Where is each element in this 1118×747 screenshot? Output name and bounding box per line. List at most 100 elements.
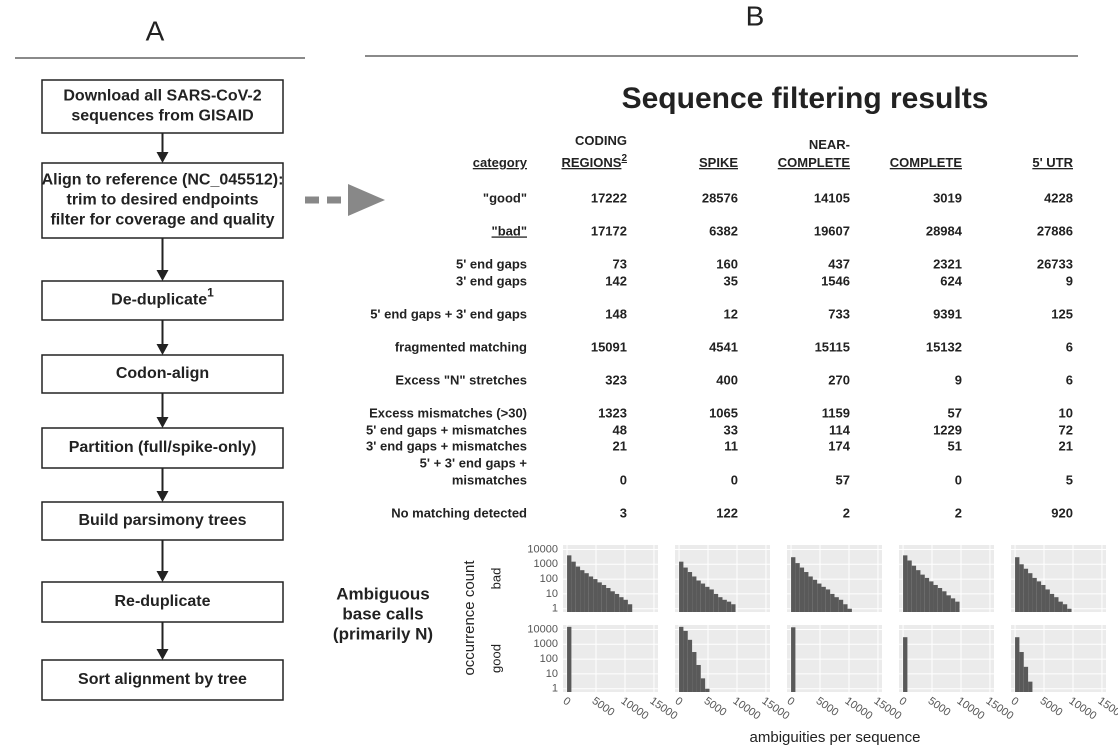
- column-header-line: NEAR-: [809, 137, 850, 152]
- histogram-bar: [907, 560, 912, 612]
- cell-value: 14105: [814, 190, 850, 205]
- histogram-bar: [692, 576, 697, 612]
- y-tick-label: 1: [552, 683, 558, 695]
- cell-value: 10: [1059, 405, 1073, 420]
- cell-value: 21: [613, 438, 627, 453]
- histogram-bar: [580, 570, 585, 612]
- row-label: 5' end gaps: [456, 256, 527, 271]
- cell-value: 3019: [933, 190, 962, 205]
- cell-value: 437: [828, 256, 850, 271]
- histogram-bar: [843, 604, 848, 612]
- step-text: Sort alignment by tree: [78, 671, 247, 688]
- histogram-bar: [808, 576, 813, 612]
- x-tick-label: 15000: [984, 695, 1016, 722]
- histogram-bar: [1019, 652, 1024, 692]
- cell-value: 2321: [933, 256, 962, 271]
- histogram-bar: [700, 678, 706, 692]
- histogram-bar: [817, 583, 822, 612]
- histogram-bar: [679, 626, 684, 692]
- histogram-bar: [709, 589, 714, 612]
- histogram-bar: [1015, 637, 1020, 692]
- column-header: category: [473, 155, 528, 170]
- histogram-bar: [1049, 593, 1055, 612]
- histogram-bar: [718, 597, 723, 612]
- column-header-line: COMPLETE: [890, 155, 963, 170]
- histogram-bar: [1015, 557, 1020, 612]
- step-text-line: Download all SARS-CoV-2: [63, 88, 261, 105]
- step-text-line: Codon-align: [116, 365, 209, 382]
- step-text-line: Partition (full/spike-only): [69, 439, 257, 456]
- arrow-head: [156, 270, 169, 281]
- histogram-bar: [567, 626, 572, 692]
- histogram-bar: [696, 580, 701, 612]
- histogram-bar: [1028, 573, 1033, 612]
- panel-label: A: [146, 15, 165, 46]
- cell-value: 4228: [1044, 190, 1073, 205]
- row-label: mismatches: [452, 472, 527, 487]
- column-header: CODING: [575, 133, 627, 148]
- panel-background: [563, 625, 658, 692]
- histogram-bar: [687, 572, 693, 612]
- cell-value: 51: [948, 438, 962, 453]
- arrow-head: [348, 184, 385, 216]
- cell-value: 0: [955, 472, 962, 487]
- histogram-bar: [1036, 581, 1042, 612]
- step-text: trim to desired endpoints: [66, 192, 258, 209]
- cell-value: 15115: [815, 339, 850, 354]
- cell-value: 27886: [1037, 223, 1073, 238]
- hist-title: Ambiguous: [336, 584, 430, 603]
- y-tick-label: 1000: [534, 638, 558, 650]
- row-label: "good": [483, 190, 527, 205]
- cell-value: 48: [613, 422, 627, 437]
- histogram-bar: [1032, 577, 1037, 612]
- row-label: fragmented matching: [395, 339, 527, 354]
- step-text: De-duplicate1: [111, 286, 214, 309]
- facet-label: bad: [488, 568, 503, 590]
- cell-value: 270: [828, 372, 850, 387]
- histogram-bar: [1062, 604, 1068, 612]
- histogram-bar: [1028, 681, 1033, 692]
- hist-title: base calls: [342, 604, 423, 623]
- histogram-bar: [567, 555, 572, 612]
- row-label: 3' end gaps + mismatches: [366, 438, 527, 453]
- histogram-bar: [597, 582, 602, 612]
- cell-value: 142: [605, 273, 627, 288]
- histogram-bar: [1023, 568, 1029, 612]
- histogram-bar: [619, 597, 624, 612]
- column-header-line: REGIONS: [561, 155, 621, 170]
- panel-label: B: [746, 0, 765, 31]
- column-header: 5' UTR: [1032, 155, 1073, 170]
- cell-value: 400: [716, 372, 738, 387]
- cell-value: 15091: [591, 339, 627, 354]
- histogram-bar: [903, 637, 908, 692]
- cell-value: 17222: [591, 190, 627, 205]
- superscript: 1: [207, 286, 214, 300]
- cell-value: 9: [955, 372, 962, 387]
- step-text: filter for coverage and quality: [50, 212, 274, 229]
- histogram-bar: [812, 579, 818, 612]
- cell-value: 920: [1051, 505, 1073, 520]
- hist-title: (primarily N): [333, 624, 433, 643]
- cell-value: 9391: [933, 306, 962, 321]
- x-tick-label: 5000: [926, 695, 953, 719]
- histogram-bar: [713, 593, 719, 612]
- step-text: Build parsimony trees: [78, 512, 246, 529]
- step-box: [41, 501, 284, 541]
- histogram-bar: [937, 588, 943, 612]
- histogram-bar: [623, 599, 628, 612]
- histogram-bar: [606, 588, 611, 612]
- panel-background: [899, 625, 994, 692]
- step-box: [41, 162, 284, 239]
- step-text: Partition (full/spike-only): [69, 439, 257, 456]
- y-tick-label: 10: [546, 588, 558, 600]
- histogram-bar: [683, 567, 688, 612]
- histogram-bar: [942, 591, 947, 612]
- x-tick-label: 5000: [590, 695, 617, 719]
- x-tick-label: 15000: [760, 695, 792, 722]
- cell-value: 17172: [591, 223, 627, 238]
- x-tick-label: 0: [897, 695, 909, 708]
- step-text: Codon-align: [116, 365, 209, 382]
- step-box: [41, 79, 284, 134]
- histogram-bar: [696, 664, 701, 692]
- column-header: SPIKE: [699, 155, 738, 170]
